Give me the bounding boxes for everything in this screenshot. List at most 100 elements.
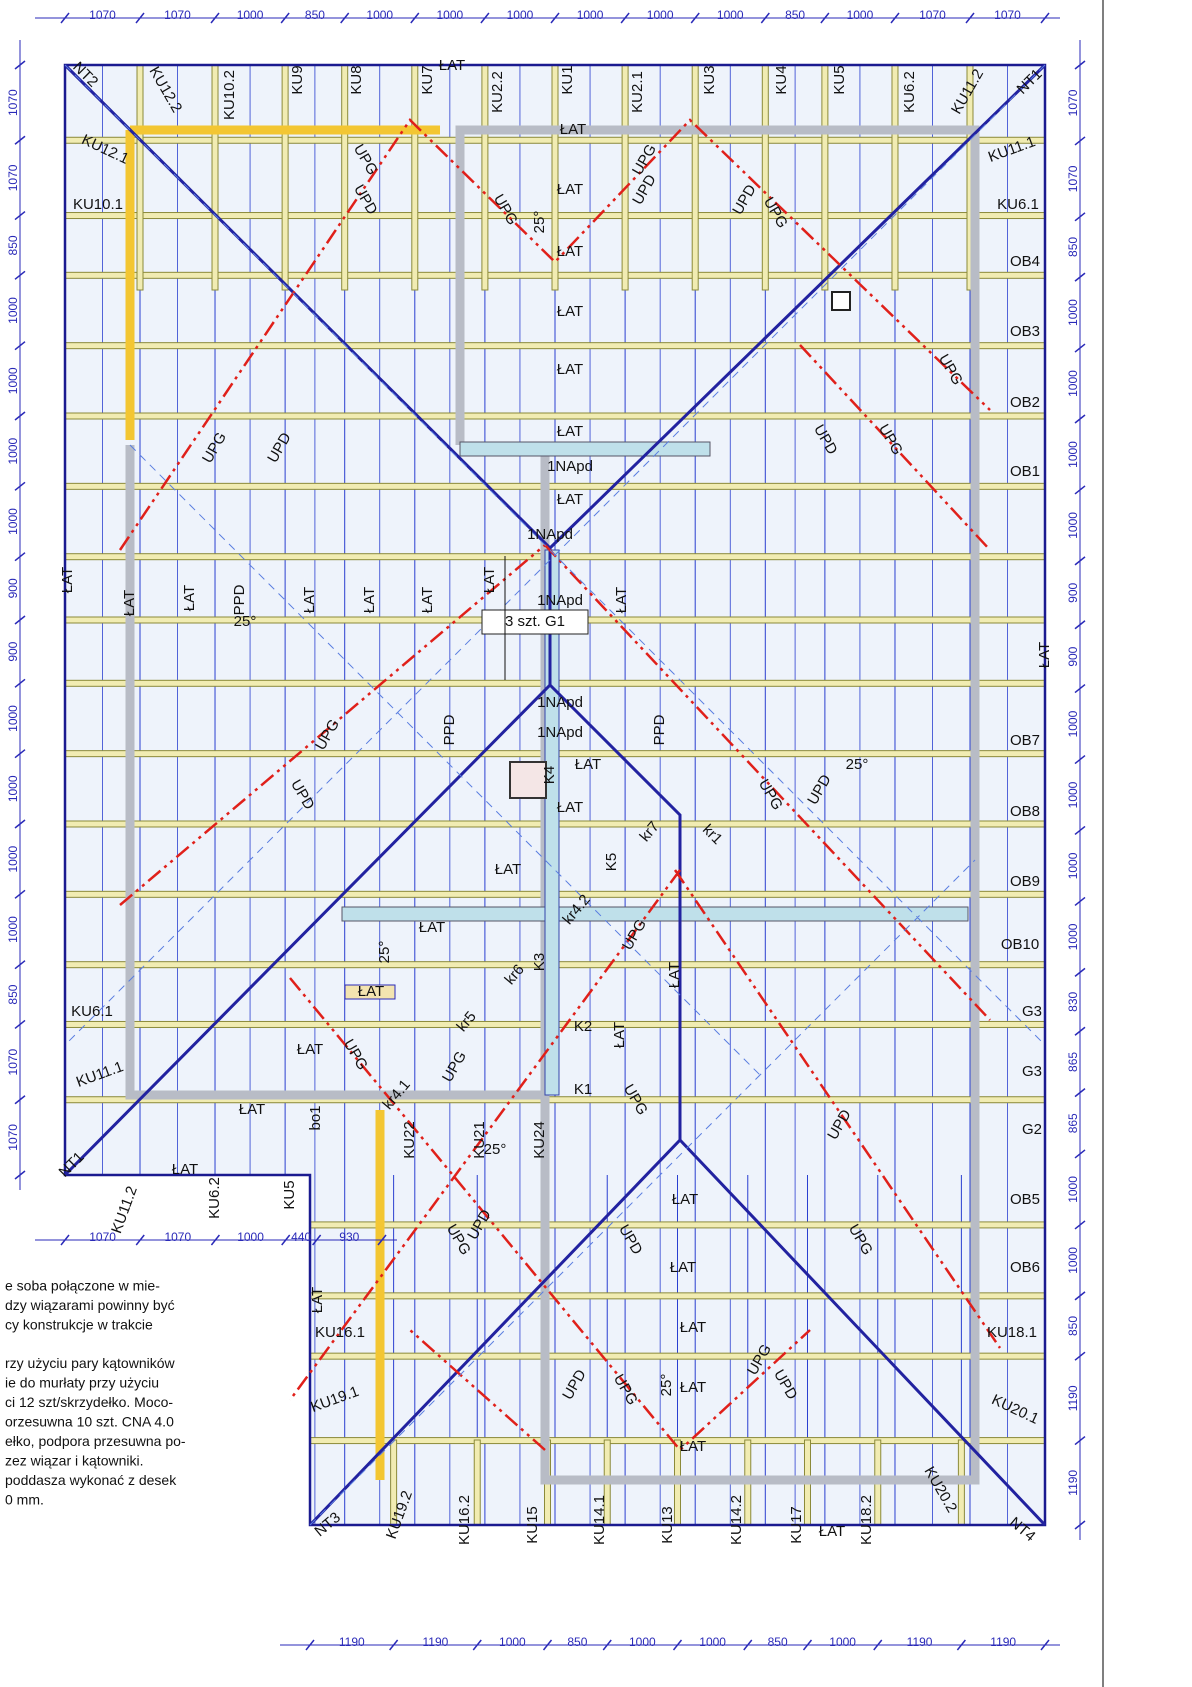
wall-yellow <box>125 125 440 1480</box>
dim-tick <box>280 12 290 24</box>
member-label: KU24 <box>531 1121 548 1159</box>
member-label: KU6.1 <box>997 196 1039 213</box>
dim-tick <box>620 12 630 24</box>
batten <box>281 64 289 291</box>
dim-label: 1000 <box>1066 512 1080 539</box>
member-label: ŁAT <box>666 962 683 988</box>
member-label: OB5 <box>1010 1191 1040 1208</box>
dim-tick <box>1074 1088 1086 1098</box>
dim-tick <box>14 678 26 688</box>
dim-tick <box>1074 556 1086 566</box>
member-label: G3 <box>1022 1003 1042 1020</box>
batten <box>309 1292 1046 1300</box>
member-label: ŁAT <box>680 1379 706 1396</box>
dim-tick <box>1040 1639 1050 1651</box>
valley-line <box>118 118 1002 1452</box>
member-label: OB2 <box>1010 394 1040 411</box>
dim-label: 440 <box>291 1230 311 1244</box>
member-label: ŁAT <box>557 361 583 378</box>
note-line: zez wiązar i kątowniki. <box>5 1453 144 1469</box>
member-label: OB3 <box>1010 323 1040 340</box>
dim-tick <box>14 819 26 829</box>
member-label: OB6 <box>1010 1259 1040 1276</box>
member-label: KU15 <box>524 1506 541 1544</box>
dim-label: 1000 <box>717 8 744 22</box>
member-label: ŁAT <box>419 919 445 936</box>
dim-label: 1000 <box>1066 370 1080 397</box>
member-label: K2 <box>574 1018 592 1035</box>
member-label: 25° <box>234 613 257 630</box>
member-label: ŁAT <box>680 1438 706 1455</box>
member-label: KU16.2 <box>456 1495 473 1545</box>
member-label: ŁAT <box>1036 642 1053 668</box>
dim-label: 1070 <box>1066 165 1080 192</box>
dim-tick <box>1074 1435 1086 1446</box>
member-label: 1NApd <box>527 526 573 543</box>
note-line: dzy wiązarami powinny być <box>5 1297 175 1313</box>
dim-tick <box>672 1639 683 1651</box>
note-line: 0 mm. <box>5 1492 44 1508</box>
dim-tick <box>690 12 700 24</box>
member-label: ŁAT <box>495 861 521 878</box>
dim-tick <box>340 12 350 24</box>
dim-label: 1000 <box>1066 1176 1080 1203</box>
dim-label: 1000 <box>647 8 674 22</box>
dim-tick <box>1074 60 1086 70</box>
member-label: 25° <box>531 211 548 234</box>
dim-tick <box>956 1639 966 1651</box>
member-label: ŁAT <box>575 756 601 773</box>
dim-label: 830 <box>1066 991 1080 1011</box>
dim-label: 1000 <box>699 1635 726 1649</box>
dim-tick <box>60 12 70 24</box>
dim-label: 1000 <box>1066 441 1080 468</box>
batten <box>691 64 699 291</box>
member-label: KU4 <box>773 65 790 94</box>
dim-tick <box>60 1234 70 1246</box>
member-label: KU14.1 <box>591 1495 608 1545</box>
dim-label: 930 <box>339 1230 359 1244</box>
dim-label: 1000 <box>829 1635 856 1649</box>
dim-tick <box>1074 684 1086 694</box>
member-label: KU21 <box>471 1121 488 1159</box>
dim-tick <box>1074 754 1086 765</box>
dim-label: 1000 <box>6 916 20 943</box>
dim-label: 1000 <box>6 297 20 324</box>
member-label: OB9 <box>1010 873 1040 890</box>
member-label: 25° <box>484 1141 507 1158</box>
dim-label: 865 <box>1066 1052 1080 1072</box>
dim-tick <box>14 481 26 491</box>
dim-label: 1070 <box>6 164 20 191</box>
member-label: KU7 <box>419 65 436 94</box>
batten <box>621 64 629 291</box>
member-label: KU5 <box>281 1180 298 1209</box>
member-label: KU17 <box>788 1506 805 1544</box>
dim-label: 1000 <box>6 367 20 394</box>
member-label: OB8 <box>1010 803 1040 820</box>
member-label: ŁAT <box>481 567 498 593</box>
member-label: KU9 <box>289 65 306 94</box>
dim-tick <box>1074 1351 1086 1361</box>
beam <box>341 906 969 922</box>
dim-label: 1000 <box>366 8 393 22</box>
member-label: 25° <box>846 756 869 773</box>
dim-tick <box>210 1234 221 1246</box>
member-label: ŁAT <box>419 587 436 613</box>
member-label: ŁAT <box>439 57 465 74</box>
member-label: KU18.2 <box>858 1495 875 1545</box>
note-line: ie do murłaty przy użyciu <box>5 1375 159 1391</box>
note-line: e soba połączone w mie- <box>5 1278 160 1294</box>
dim-tick <box>1040 12 1050 24</box>
batten <box>211 64 219 291</box>
member-label: OB4 <box>1010 253 1040 270</box>
member-label: ŁAT <box>557 423 583 440</box>
dim-label: 850 <box>785 8 805 22</box>
member-label: ŁAT <box>680 1319 706 1336</box>
member-label: ŁAT <box>557 799 583 816</box>
member-label: KU13 <box>659 1506 676 1544</box>
member-label: ŁAT <box>59 567 76 593</box>
member-label: ŁAT <box>297 1041 323 1058</box>
dim-label: 1070 <box>89 8 116 22</box>
dim-label: 1000 <box>237 8 264 22</box>
dim-tick <box>14 1019 26 1030</box>
member-label: KU14.2 <box>728 1495 745 1545</box>
